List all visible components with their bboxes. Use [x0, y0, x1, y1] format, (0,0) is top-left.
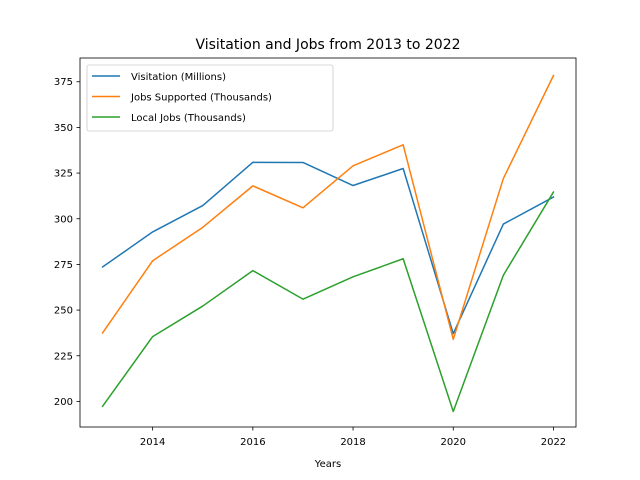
- y-tick-label: 300: [54, 214, 73, 225]
- y-tick-label: 375: [54, 77, 73, 88]
- x-tick-label: 2014: [140, 437, 165, 448]
- plot-frame: [79, 57, 577, 428]
- chart-title: Visitation and Jobs from 2013 to 2022: [195, 37, 460, 53]
- x-tick-label: 2016: [240, 437, 265, 448]
- x-axis-label: Years: [314, 459, 341, 470]
- legend-label-3: Local Jobs (Thousands): [131, 113, 246, 124]
- series-line-2: [101, 74, 555, 341]
- legend-box: [86, 64, 334, 132]
- y-tick-label: 350: [54, 123, 73, 134]
- y-tick-label: 275: [54, 260, 73, 271]
- y-tick-label: 250: [54, 306, 73, 317]
- y-tick-label: 225: [54, 351, 73, 362]
- x-axis: 2014 2016 2018 2020 2022: [140, 427, 566, 448]
- y-tick-label: 200: [54, 397, 73, 408]
- series-line-1: [101, 161, 555, 335]
- series-line-3: [101, 191, 555, 413]
- legend-label-1: Visitation (Millions): [131, 72, 226, 83]
- y-axis: 200 225 250 275 300 325 350 375: [54, 77, 80, 408]
- legend: Visitation (Millions) Jobs Supported (Tho…: [86, 64, 334, 132]
- x-tick-label: 2018: [340, 437, 365, 448]
- x-tick-label: 2022: [541, 437, 566, 448]
- x-tick-label: 2020: [441, 437, 466, 448]
- series-layer: [101, 74, 555, 413]
- y-tick-label: 325: [54, 169, 73, 180]
- legend-label-2: Jobs Supported (Thousands): [130, 93, 272, 104]
